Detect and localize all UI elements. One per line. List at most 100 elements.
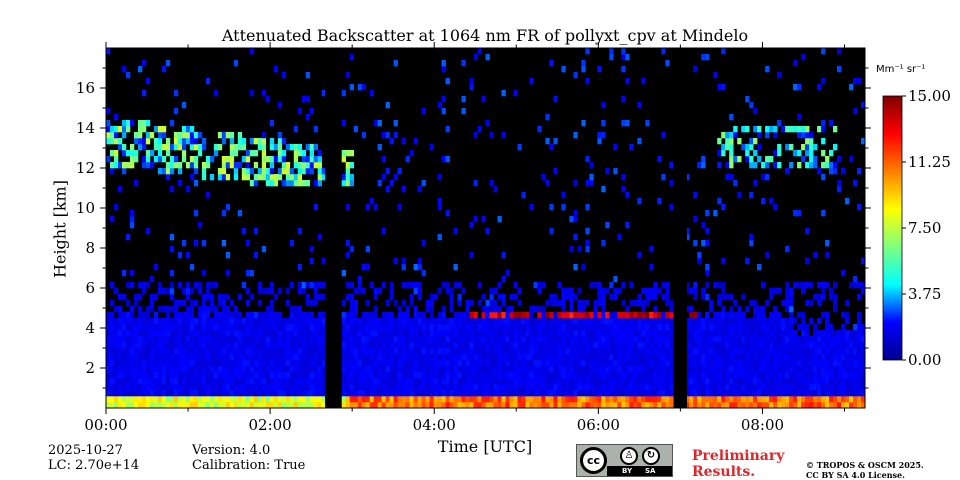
heatmap-cell	[353, 390, 358, 397]
heatmap-cell	[649, 402, 654, 409]
heatmap-cell	[689, 384, 694, 391]
heatmap-cell	[549, 294, 554, 301]
heatmap-cell	[237, 384, 243, 391]
heatmap-cell	[273, 180, 279, 187]
heatmap-cell	[789, 354, 794, 361]
heatmap-cell	[537, 282, 542, 289]
heatmap-cell	[293, 360, 299, 367]
heatmap-cell	[641, 360, 646, 367]
heatmap-cell	[317, 342, 322, 349]
heatmap-cell	[130, 354, 135, 361]
heatmap-cell	[345, 402, 350, 409]
heatmap-cell	[497, 294, 502, 301]
heatmap-cell	[837, 180, 842, 187]
heatmap-cell	[305, 318, 310, 325]
heatmap-cell	[665, 348, 670, 355]
heatmap-cell	[493, 312, 498, 319]
heatmap-cell	[165, 354, 171, 361]
heatmap-cell	[661, 390, 666, 397]
heatmap-cell	[345, 360, 350, 367]
heatmap-cell	[145, 156, 151, 163]
heatmap-cell	[773, 402, 778, 409]
heatmap-cell	[849, 282, 854, 289]
heatmap-cell	[285, 330, 291, 337]
heatmap-cell	[401, 402, 406, 409]
heatmap-cell	[185, 138, 191, 145]
heatmap-cell	[769, 156, 774, 163]
heatmap-cell	[553, 312, 558, 319]
heatmap-cell	[181, 102, 187, 109]
heatmap-cell	[769, 288, 774, 295]
heatmap-cell	[457, 282, 462, 289]
heatmap-cell	[114, 402, 119, 409]
heatmap-cell	[841, 330, 846, 337]
heatmap-cell	[457, 348, 462, 355]
heatmap-cell	[557, 390, 562, 397]
heatmap-cell	[513, 402, 518, 409]
heatmap-cell	[197, 324, 203, 331]
heatmap-cell	[825, 384, 830, 391]
heatmap-cell	[297, 162, 302, 169]
heatmap-cell	[625, 306, 630, 313]
heatmap-cell	[633, 366, 638, 373]
heatmap-cell	[513, 360, 518, 367]
heatmap-cell	[157, 336, 163, 343]
heatmap-cell	[114, 162, 119, 169]
heatmap-cell	[165, 396, 171, 403]
heatmap-cell	[789, 378, 794, 385]
heatmap-cell	[493, 186, 498, 193]
heatmap-cell	[845, 378, 850, 385]
heatmap-cell	[545, 342, 550, 349]
heatmap-cell	[138, 390, 143, 397]
heatmap-cell	[261, 312, 267, 319]
heatmap-cell	[118, 390, 123, 397]
cc-icon: cc	[580, 447, 607, 474]
data-gap	[325, 48, 340, 408]
heatmap-cell	[417, 294, 422, 301]
heatmap-cell	[285, 366, 291, 373]
heatmap-cell	[669, 180, 674, 187]
heatmap-cell	[293, 402, 299, 409]
heatmap-cell	[689, 324, 694, 331]
heatmap-cell	[122, 354, 127, 361]
heatmap-cell	[477, 318, 482, 325]
heatmap-cell	[809, 318, 814, 325]
heatmap-cell	[621, 96, 626, 103]
heatmap-cell	[341, 390, 346, 397]
heatmap-cell	[781, 354, 786, 361]
heatmap-cell	[589, 366, 594, 373]
heatmap-cell	[845, 342, 850, 349]
heatmap-cell	[545, 360, 550, 367]
heatmap-cell	[118, 378, 123, 385]
heatmap-cell	[765, 402, 770, 409]
heatmap-cell	[733, 366, 738, 373]
heatmap-cell	[385, 366, 390, 373]
heatmap-cell	[509, 354, 514, 361]
heatmap-cell	[277, 354, 283, 361]
heatmap-cell	[317, 156, 322, 163]
heatmap-cell	[389, 288, 394, 295]
heatmap-cell	[485, 366, 490, 373]
heatmap-cell	[485, 120, 490, 127]
heatmap-cell	[149, 342, 155, 349]
heatmap-cell	[701, 384, 706, 391]
heatmap-cell	[497, 336, 502, 343]
heatmap-cell	[693, 330, 698, 337]
heatmap-cell	[453, 324, 458, 331]
heatmap-cell	[245, 168, 251, 175]
heatmap-cell	[689, 342, 694, 349]
heatmap-cell	[273, 348, 279, 355]
heatmap-cell	[789, 366, 794, 373]
heatmap-cell	[149, 294, 155, 301]
heatmap-cell	[221, 210, 227, 217]
heatmap-cell	[381, 366, 386, 373]
heatmap-cell	[813, 348, 818, 355]
heatmap-cell	[621, 330, 626, 337]
heatmap-cell	[130, 306, 135, 313]
heatmap-cell	[769, 312, 774, 319]
heatmap-cell	[813, 360, 818, 367]
heatmap-cell	[409, 366, 414, 373]
heatmap-cell	[357, 378, 362, 385]
heatmap-cell	[717, 354, 722, 361]
heatmap-cell	[657, 336, 662, 343]
